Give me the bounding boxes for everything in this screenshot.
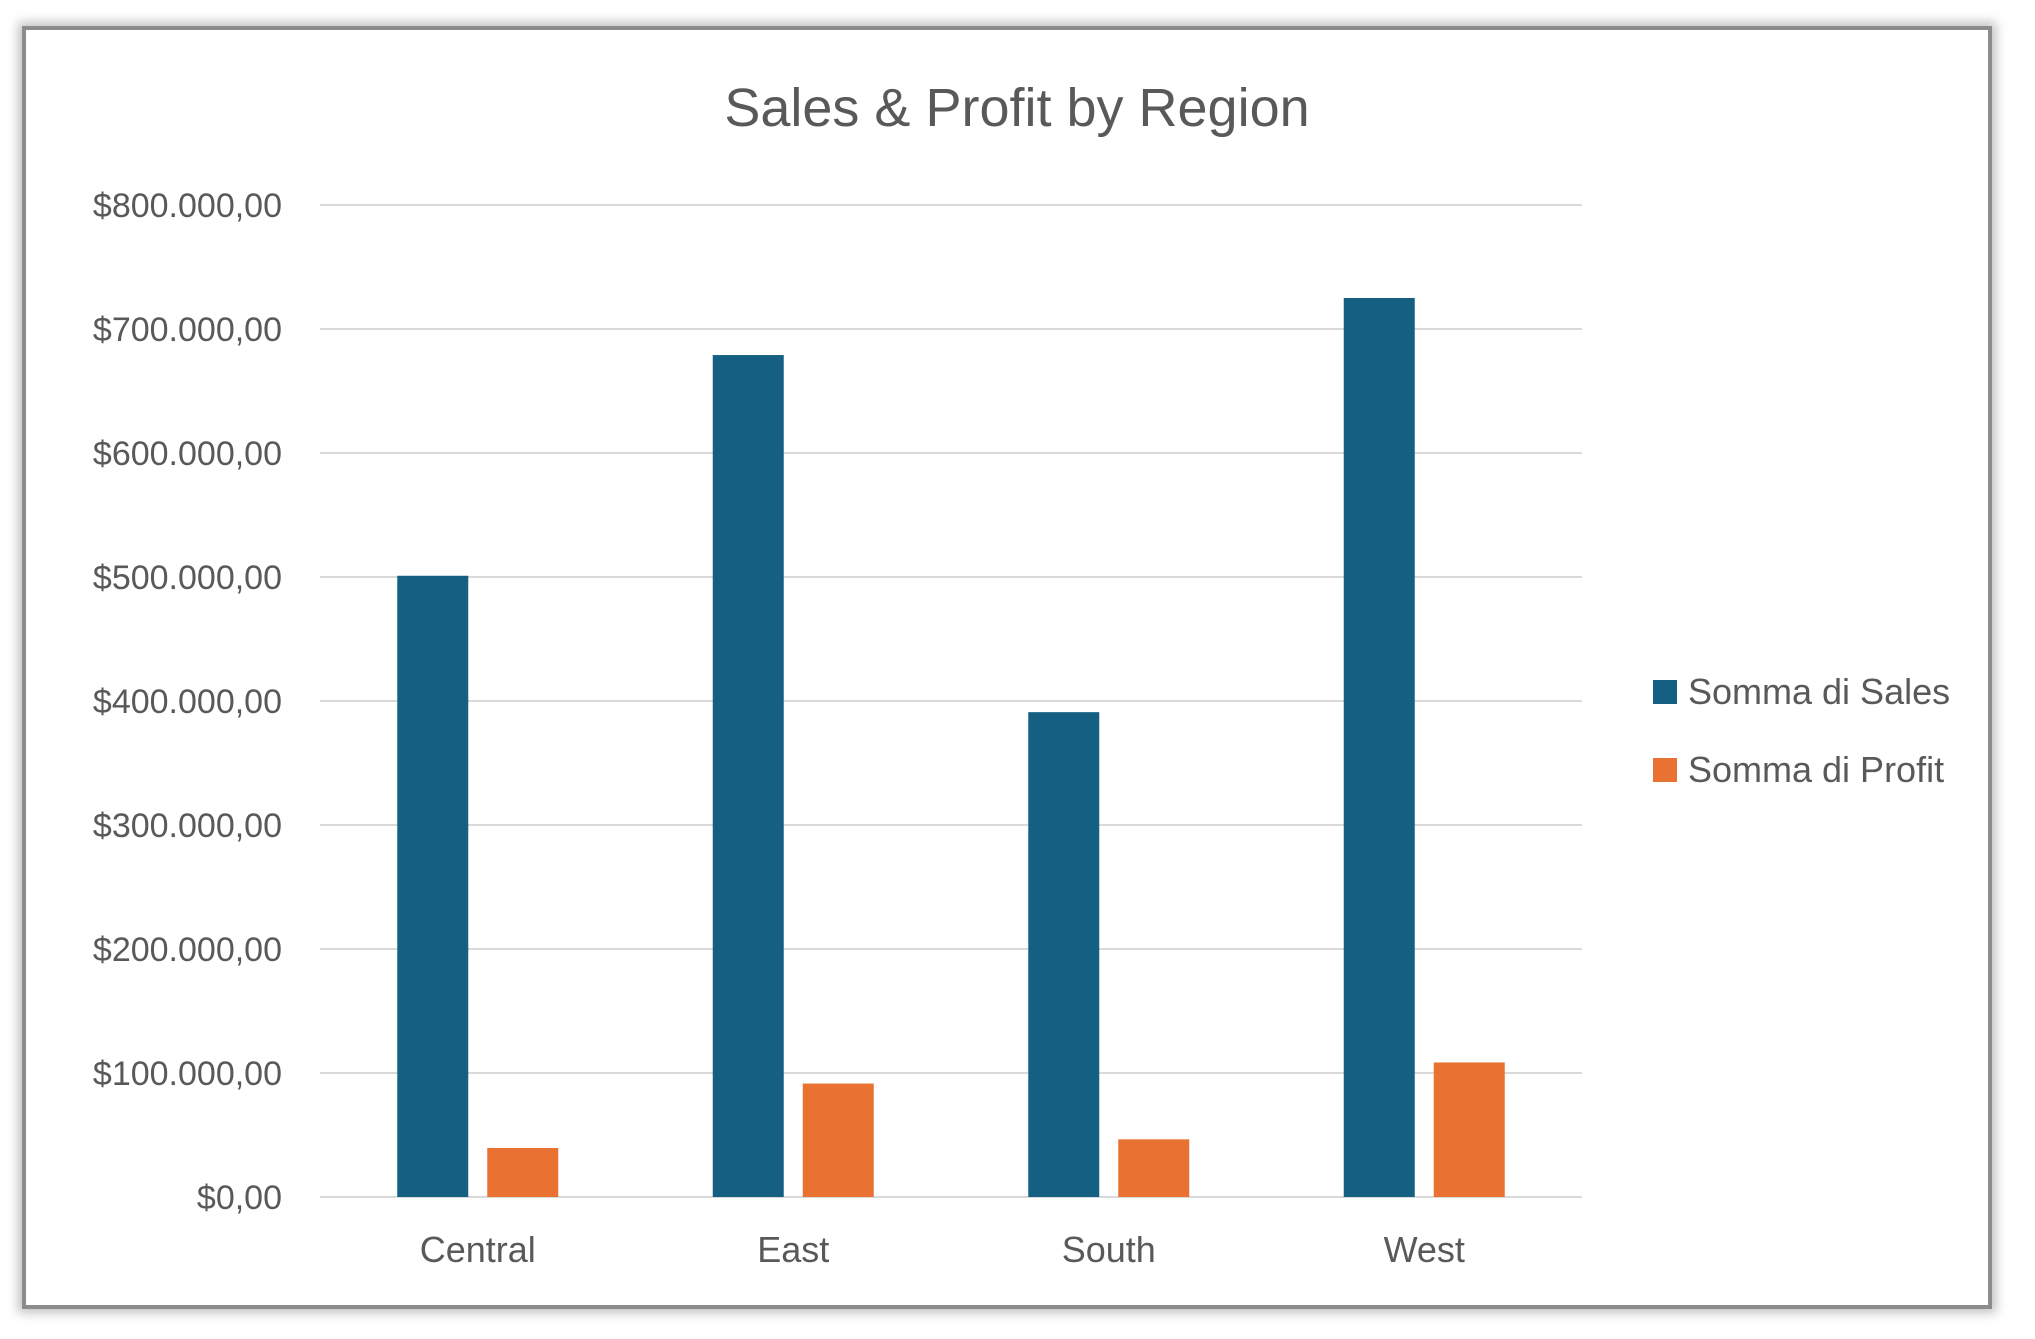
y-tick-label: $700.000,00	[93, 311, 282, 349]
x-tick-label: East	[757, 1229, 829, 1270]
legend-swatch	[1653, 758, 1677, 782]
y-tick-label: $0,00	[197, 1179, 282, 1217]
bar-south-sales	[1028, 712, 1100, 1197]
x-tick-label: Central	[420, 1229, 536, 1270]
bar-west-profit	[1433, 1062, 1505, 1197]
y-tick-label: $100.000,00	[93, 1055, 282, 1093]
y-tick-label: $600.000,00	[93, 435, 282, 473]
x-tick-label: West	[1384, 1229, 1465, 1270]
bar-east-profit	[802, 1083, 874, 1197]
bar-east-sales	[712, 355, 784, 1197]
legend-swatch	[1653, 680, 1677, 704]
x-tick-label: South	[1062, 1229, 1156, 1270]
legend-label: Somma di Sales	[1688, 671, 1950, 712]
legend: Somma di Sales Somma di Profit	[1653, 671, 1950, 790]
bar-west-sales	[1343, 298, 1415, 1197]
bar-south-profit	[1118, 1139, 1190, 1197]
bars	[397, 298, 1505, 1197]
chart-title: Sales & Profit by Region	[724, 78, 1309, 138]
chart-frame	[22, 26, 1992, 1309]
y-tick-label: $500.000,00	[93, 559, 282, 597]
y-tick-label: $300.000,00	[93, 807, 282, 845]
y-axis-tick-labels: $0,00 $100.000,00 $200.000,00 $300.000,00 $4…	[93, 187, 282, 1217]
bar-central-profit	[487, 1148, 559, 1197]
bar-central-sales	[397, 575, 469, 1197]
legend-label: Somma di Profit	[1688, 749, 1944, 790]
y-tick-label: $200.000,00	[93, 931, 282, 969]
y-tick-label: $800.000,00	[93, 187, 282, 225]
y-tick-label: $400.000,00	[93, 683, 282, 721]
x-axis-tick-labels: Central East South West	[420, 1229, 1465, 1270]
